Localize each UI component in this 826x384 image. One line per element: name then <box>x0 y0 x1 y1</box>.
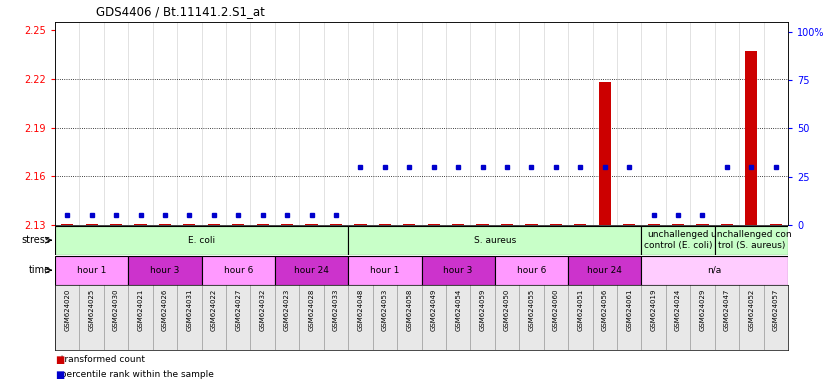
Bar <box>128 256 202 285</box>
Text: GSM624025: GSM624025 <box>88 288 95 331</box>
Text: GSM624051: GSM624051 <box>577 288 583 331</box>
Text: transformed count: transformed count <box>55 355 145 364</box>
Bar <box>642 226 714 255</box>
Bar <box>672 223 684 225</box>
Bar <box>55 226 349 255</box>
Text: GDS4406 / Bt.11141.2.S1_at: GDS4406 / Bt.11141.2.S1_at <box>97 5 265 18</box>
Text: stress: stress <box>21 235 51 245</box>
Bar <box>721 223 733 225</box>
Text: hour 3: hour 3 <box>444 266 472 275</box>
Bar <box>745 51 757 225</box>
Bar <box>159 223 171 225</box>
Bar <box>110 223 122 225</box>
Text: hour 6: hour 6 <box>517 266 546 275</box>
Text: time: time <box>29 265 51 275</box>
Text: GSM624052: GSM624052 <box>748 288 754 331</box>
Bar <box>714 226 788 255</box>
Bar <box>281 223 293 225</box>
Bar <box>61 223 74 225</box>
Text: GSM624049: GSM624049 <box>430 288 437 331</box>
Text: S. aureus: S. aureus <box>473 236 516 245</box>
Bar <box>421 256 495 285</box>
Bar <box>550 223 562 225</box>
Text: GSM624022: GSM624022 <box>211 288 216 331</box>
Bar <box>623 223 635 225</box>
Bar <box>770 223 782 225</box>
Text: unchallenged con
trol (S. aureus): unchallenged con trol (S. aureus) <box>711 230 791 250</box>
Text: GSM624027: GSM624027 <box>235 288 241 331</box>
Bar <box>648 223 660 225</box>
Text: n/a: n/a <box>708 266 722 275</box>
Text: GSM624058: GSM624058 <box>406 288 412 331</box>
Bar <box>696 223 709 225</box>
Bar <box>403 223 415 225</box>
Text: GSM624021: GSM624021 <box>137 288 144 331</box>
Bar <box>275 256 349 285</box>
Text: GSM624061: GSM624061 <box>626 288 632 331</box>
Text: GSM624031: GSM624031 <box>187 288 192 331</box>
Text: GSM624028: GSM624028 <box>309 288 315 331</box>
Bar <box>330 223 342 225</box>
Text: GSM624047: GSM624047 <box>724 288 730 331</box>
Bar <box>202 256 275 285</box>
Bar <box>642 256 788 285</box>
Bar <box>477 223 489 225</box>
Bar <box>495 256 568 285</box>
Bar <box>306 223 318 225</box>
Text: GSM624033: GSM624033 <box>333 288 339 331</box>
Bar <box>183 223 196 225</box>
Bar <box>525 223 538 225</box>
Bar <box>501 223 513 225</box>
Text: GSM624057: GSM624057 <box>773 288 779 331</box>
Text: GSM624050: GSM624050 <box>504 288 510 331</box>
Text: ■: ■ <box>55 370 64 380</box>
Text: GSM624055: GSM624055 <box>529 288 534 331</box>
Bar <box>232 223 244 225</box>
Bar <box>428 223 439 225</box>
Text: GSM624019: GSM624019 <box>651 288 657 331</box>
Text: GSM624059: GSM624059 <box>480 288 486 331</box>
Text: hour 24: hour 24 <box>294 266 329 275</box>
Text: GSM624054: GSM624054 <box>455 288 461 331</box>
Bar <box>55 256 128 285</box>
Bar <box>354 223 367 225</box>
Text: hour 24: hour 24 <box>587 266 622 275</box>
Text: ■: ■ <box>55 355 64 365</box>
Bar <box>379 223 391 225</box>
Bar <box>135 223 147 225</box>
Text: hour 6: hour 6 <box>224 266 253 275</box>
Bar <box>207 223 220 225</box>
Text: GSM624056: GSM624056 <box>602 288 608 331</box>
Bar <box>86 223 97 225</box>
Bar <box>599 82 611 225</box>
Text: GSM624060: GSM624060 <box>553 288 559 331</box>
Bar <box>452 223 464 225</box>
Bar <box>568 256 642 285</box>
Text: GSM624026: GSM624026 <box>162 288 168 331</box>
Text: GSM624023: GSM624023 <box>284 288 290 331</box>
Bar <box>349 226 642 255</box>
Bar <box>574 223 586 225</box>
Text: hour 1: hour 1 <box>370 266 400 275</box>
Text: unchallenged
control (E. coli): unchallenged control (E. coli) <box>643 230 712 250</box>
Text: E. coli: E. coli <box>188 236 215 245</box>
Text: GSM624048: GSM624048 <box>358 288 363 331</box>
Text: hour 1: hour 1 <box>77 266 107 275</box>
Text: GSM624020: GSM624020 <box>64 288 70 331</box>
Text: percentile rank within the sample: percentile rank within the sample <box>55 370 214 379</box>
Text: GSM624030: GSM624030 <box>113 288 119 331</box>
Text: hour 3: hour 3 <box>150 266 179 275</box>
Text: GSM624029: GSM624029 <box>700 288 705 331</box>
Text: GSM624053: GSM624053 <box>382 288 388 331</box>
Text: GSM624032: GSM624032 <box>259 288 266 331</box>
Bar <box>349 256 421 285</box>
Text: GSM624024: GSM624024 <box>675 288 681 331</box>
Bar <box>257 223 268 225</box>
